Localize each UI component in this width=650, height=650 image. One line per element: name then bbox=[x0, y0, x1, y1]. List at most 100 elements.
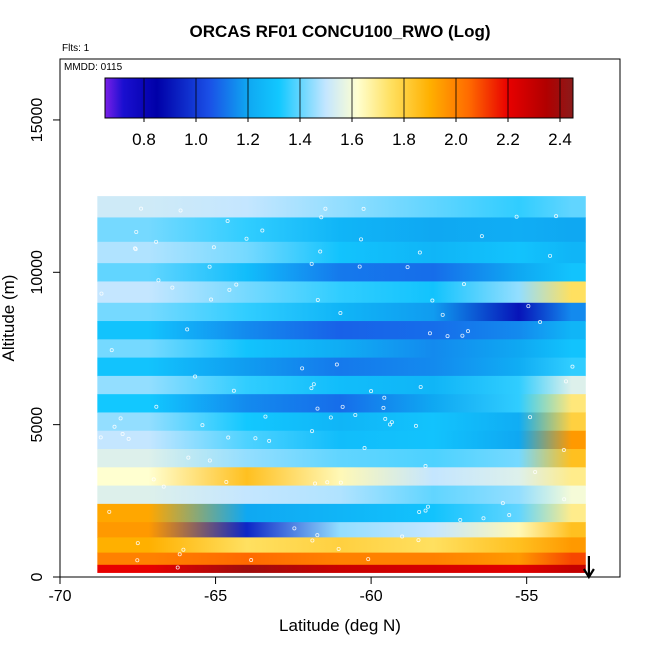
sample-point bbox=[570, 364, 575, 369]
heatmap-band bbox=[97, 281, 586, 304]
sample-point bbox=[170, 285, 175, 290]
heatmap-band bbox=[97, 503, 586, 523]
y-tick-label: 5000 bbox=[29, 407, 46, 443]
sample-point bbox=[134, 230, 139, 235]
sample-point bbox=[430, 298, 435, 303]
colorbar-tick-label: 0.8 bbox=[132, 130, 156, 149]
sample-point bbox=[310, 538, 315, 543]
sample-point bbox=[417, 250, 422, 255]
sample-point bbox=[185, 327, 190, 332]
sample-point bbox=[318, 249, 323, 254]
sample-point bbox=[315, 406, 320, 411]
sample-point bbox=[175, 565, 180, 570]
sample-point bbox=[561, 448, 566, 453]
sample-point bbox=[423, 464, 428, 469]
heatmap-band bbox=[97, 552, 586, 566]
heatmap-band bbox=[97, 241, 586, 264]
sample-point bbox=[207, 264, 212, 269]
sample-point bbox=[309, 261, 314, 266]
colorbar-tick-label: 1.6 bbox=[340, 130, 364, 149]
sample-point bbox=[224, 480, 229, 485]
y-tick-label: 15000 bbox=[29, 98, 46, 143]
y-axis: 0 5000 10000 15000 bbox=[29, 98, 60, 581]
x-axis: -70 -65 -60 -55 bbox=[48, 576, 538, 605]
colorbar-gradient bbox=[105, 78, 573, 118]
sample-point bbox=[253, 436, 258, 441]
sample-point bbox=[319, 215, 324, 220]
sample-point bbox=[479, 234, 484, 239]
sample-point bbox=[211, 245, 216, 250]
sample-point bbox=[249, 558, 254, 563]
sample-point bbox=[416, 538, 421, 543]
chart-title: ORCAS RF01 CONCU100_RWO (Log) bbox=[190, 22, 491, 41]
colorbar-frame bbox=[104, 77, 574, 119]
sample-point bbox=[554, 214, 559, 219]
sample-point bbox=[209, 297, 214, 302]
sample-point bbox=[548, 253, 553, 258]
sample-point bbox=[133, 247, 138, 252]
sample-point bbox=[383, 416, 388, 421]
x-tick-label: -60 bbox=[360, 588, 383, 605]
sample-point bbox=[533, 469, 538, 474]
sample-point bbox=[109, 348, 114, 353]
sample-point bbox=[98, 435, 103, 440]
sample-point bbox=[234, 282, 239, 287]
sample-point bbox=[338, 311, 343, 316]
sample-point bbox=[361, 206, 366, 211]
sample-point bbox=[107, 509, 112, 514]
sample-point bbox=[336, 546, 341, 551]
sample-point bbox=[400, 534, 405, 539]
sample-point bbox=[263, 414, 268, 419]
sample-point bbox=[528, 415, 533, 420]
sample-point bbox=[388, 422, 393, 427]
arrow-head bbox=[582, 568, 595, 580]
heatmap-band bbox=[97, 263, 586, 282]
y-tick-label: 0 bbox=[29, 572, 46, 581]
sample-point bbox=[135, 541, 140, 546]
date-annotation: MMDD: 0115 bbox=[64, 62, 123, 73]
heatmap-band bbox=[97, 357, 586, 377]
sample-point bbox=[267, 438, 272, 443]
sample-point bbox=[315, 297, 320, 302]
heatmap-band bbox=[97, 375, 586, 395]
sample-point bbox=[507, 513, 512, 518]
sample-point bbox=[526, 304, 531, 309]
colorbar-tick-label: 1.2 bbox=[236, 130, 260, 149]
sample-point bbox=[334, 362, 339, 367]
sample-point bbox=[328, 415, 333, 420]
heatmap-band bbox=[97, 537, 586, 554]
sample-point bbox=[481, 516, 486, 521]
sample-point bbox=[207, 458, 212, 463]
sample-point bbox=[151, 477, 156, 482]
colorbar: 0.8 1.0 1.2 1.4 1.6 1.8 2.0 2.2 2.4 bbox=[104, 77, 574, 149]
sample-point bbox=[413, 423, 418, 428]
sample-point bbox=[461, 282, 466, 287]
sample-point bbox=[154, 404, 159, 409]
sample-point bbox=[313, 481, 318, 486]
colorbar-tick-label: 1.8 bbox=[392, 130, 416, 149]
sample-point bbox=[200, 423, 205, 428]
sample-point bbox=[382, 395, 387, 400]
sample-point bbox=[460, 333, 465, 338]
aircraft-arrow bbox=[582, 556, 595, 580]
sample-point bbox=[359, 237, 364, 242]
flights-annotation: Flts: 1 bbox=[62, 43, 90, 54]
heatmap-band bbox=[97, 467, 586, 487]
sample-point bbox=[181, 547, 186, 552]
heatmap-band bbox=[97, 430, 586, 450]
y-axis-label: Altitude (m) bbox=[0, 275, 18, 362]
sample-point bbox=[445, 334, 450, 339]
sample-point bbox=[244, 236, 249, 241]
heatmap-layers bbox=[97, 196, 586, 573]
sample-point bbox=[154, 239, 159, 244]
sample-point bbox=[323, 206, 328, 211]
heatmap-band bbox=[97, 339, 586, 359]
sample-point bbox=[161, 484, 166, 489]
sample-point bbox=[311, 382, 316, 387]
colorbar-tick-label: 2.2 bbox=[496, 130, 520, 149]
sample-point bbox=[126, 436, 131, 441]
sample-point bbox=[193, 374, 198, 379]
sample-point bbox=[369, 389, 374, 394]
sample-point bbox=[425, 504, 430, 509]
